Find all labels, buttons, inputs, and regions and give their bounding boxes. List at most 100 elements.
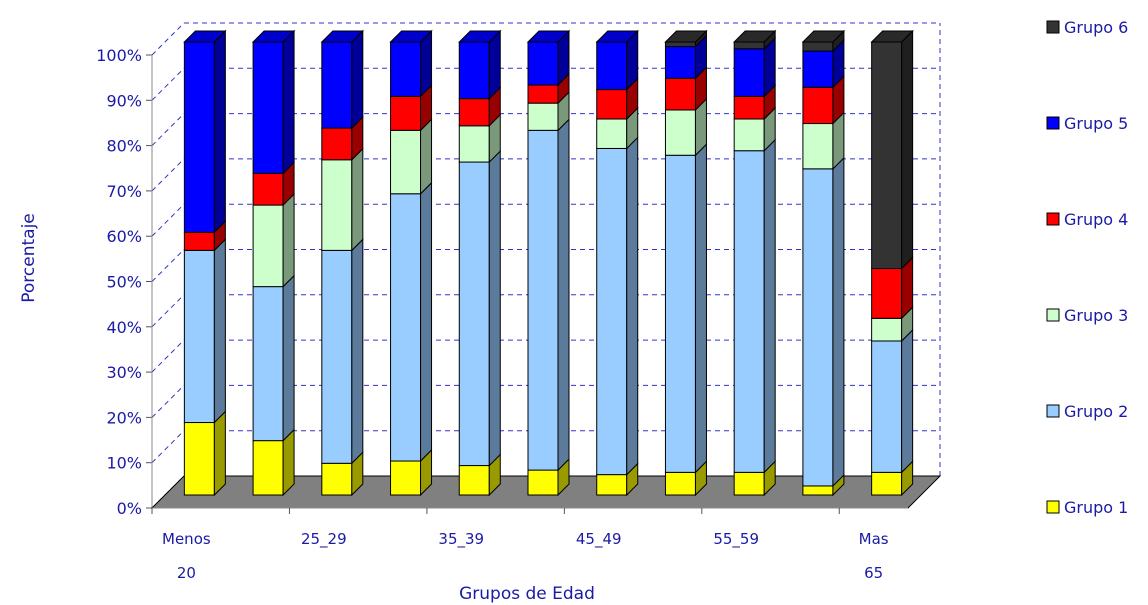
bar-front [596, 89, 628, 120]
legend-label: Grupo 4 [1064, 210, 1128, 229]
y-tick-label: 60% [106, 227, 142, 246]
bar-front [321, 127, 353, 161]
bar-side [351, 147, 364, 252]
bar-segment [390, 84, 433, 132]
x-tick-label: 20 [177, 564, 196, 582]
bar-top [251, 30, 296, 43]
side-gridline [151, 203, 185, 237]
bar-front [252, 204, 284, 288]
side-gridline [151, 158, 185, 192]
bar-top [183, 30, 227, 43]
bar-front [183, 249, 215, 424]
bar-front [596, 147, 628, 476]
side-gridline [151, 67, 185, 101]
bar-front [252, 286, 284, 442]
x-tick-label: 65 [864, 564, 883, 582]
bar-side [694, 143, 707, 474]
y-tick-label: 70% [106, 182, 142, 201]
bar-segment [458, 453, 501, 497]
y-tick-label: 40% [106, 318, 142, 337]
legend-swatch [1046, 20, 1060, 34]
bar-front [390, 129, 422, 195]
bar-side [282, 192, 295, 288]
x-tick-labels: Menos 20 25_29 35_39 45_49 55_59 Mas 65 [151, 508, 889, 582]
bar-segment [664, 97, 707, 157]
bar-segment [458, 149, 501, 467]
bar-front [527, 41, 559, 86]
legend-label: Grupo 2 [1064, 402, 1128, 421]
legend: Grupo 6 Grupo 5 Grupo 4 Grupo 3 Grupo 2 Grupo… [1046, 18, 1128, 517]
bar-segment [596, 106, 639, 150]
bar-top [389, 30, 433, 43]
bar-side [420, 181, 433, 463]
bar-front [802, 50, 834, 88]
bar-segment [252, 192, 295, 288]
bar-segment [390, 118, 433, 195]
y-tick-label: 90% [106, 91, 142, 110]
bar-front [664, 109, 696, 156]
bar-front [321, 462, 353, 496]
legend-swatch [1046, 404, 1060, 418]
bar-side [213, 410, 226, 497]
bar-segment [321, 29, 364, 130]
bar-front [390, 460, 422, 496]
side-gridline [151, 22, 185, 56]
bar-side [282, 274, 295, 442]
bar-side [901, 328, 914, 474]
bar-segment [183, 220, 226, 252]
bar-front [252, 440, 284, 496]
bar-side [351, 29, 364, 130]
bar-front [527, 129, 559, 471]
bars-layer [183, 29, 914, 497]
bar-front [458, 161, 490, 467]
bar-front [596, 474, 628, 496]
bar-front [871, 471, 903, 496]
bar-segment [527, 118, 570, 472]
bar-segment [321, 451, 364, 497]
bar-front [871, 268, 903, 319]
legend-swatch [1046, 500, 1060, 514]
bar-front [733, 150, 765, 473]
bar-front [527, 102, 559, 131]
legend-label: Grupo 1 [1064, 498, 1128, 517]
side-gridline [151, 385, 185, 418]
bar-front [458, 465, 490, 496]
bar-side [488, 29, 501, 100]
bar-front [458, 98, 490, 127]
bar-front [871, 317, 903, 342]
bar-segment [733, 106, 776, 152]
y-tick-label: 10% [106, 454, 142, 473]
side-gridline [151, 249, 185, 282]
bar-front [733, 48, 765, 97]
bar-front [664, 77, 696, 111]
side-gridline [151, 113, 185, 146]
bar-front [183, 41, 215, 233]
legend-item: Grupo 6 [1046, 18, 1128, 37]
bar-front [664, 41, 696, 48]
bar-segment [458, 113, 501, 164]
bar-side [626, 136, 639, 476]
bar-front [871, 41, 903, 269]
bar-top [458, 30, 502, 43]
y-axis-title: Porcentaje [19, 213, 39, 303]
side-gridline [151, 294, 185, 328]
y-tick-labels: 0% 10% 20% 30% 40% 50% 60% 70% 80% 90% 100% [96, 46, 142, 518]
bar-side [557, 118, 570, 472]
bar-top [732, 30, 777, 43]
bar-segment [527, 29, 570, 87]
bar-front [252, 172, 284, 206]
legend-label: Grupo 5 [1064, 114, 1128, 133]
legend-item: Grupo 2 [1046, 402, 1128, 421]
bar-front [733, 471, 765, 496]
bar-top [320, 30, 365, 43]
bar-front [664, 46, 696, 79]
bar-segment [321, 147, 364, 252]
bar-segment [802, 156, 845, 488]
bar-side [488, 149, 501, 467]
legend-item: Grupo 3 [1046, 306, 1128, 325]
bar-segment [252, 29, 295, 175]
bar-front [733, 41, 765, 50]
bar-front [802, 41, 834, 52]
bar-top [526, 30, 571, 43]
